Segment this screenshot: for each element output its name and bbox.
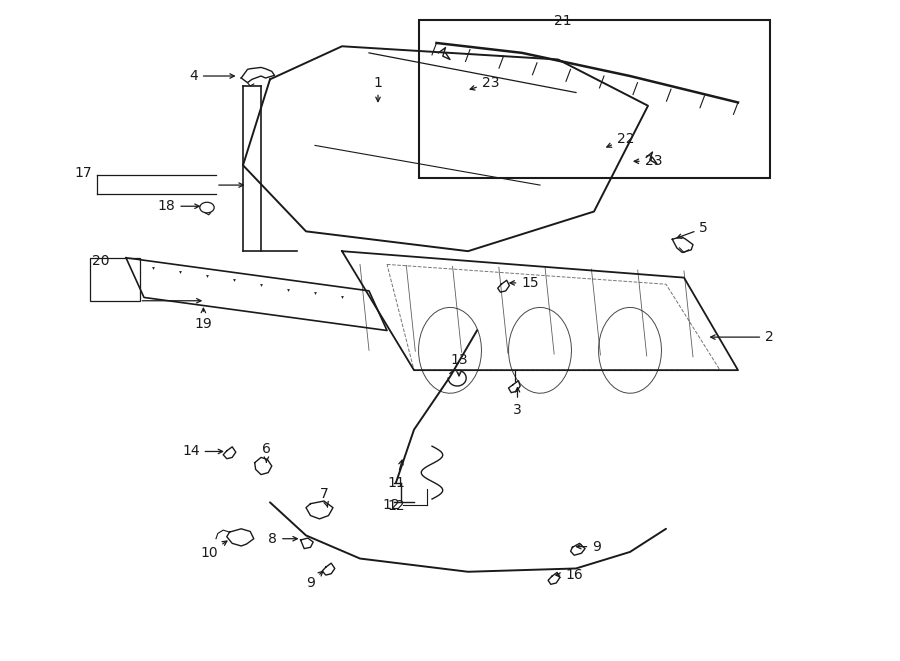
Text: 8: 8 — [268, 531, 297, 546]
Text: 22: 22 — [607, 132, 634, 147]
Text: 14: 14 — [182, 444, 222, 459]
Text: 12: 12 — [387, 498, 405, 513]
Text: 9: 9 — [577, 539, 601, 554]
Text: 1: 1 — [374, 75, 382, 102]
Text: 2: 2 — [711, 330, 774, 344]
Text: 15: 15 — [510, 276, 539, 290]
Text: 3: 3 — [513, 387, 522, 417]
Text: 10: 10 — [200, 541, 227, 561]
Text: 13: 13 — [450, 353, 468, 376]
Text: 20: 20 — [92, 254, 110, 268]
Text: 23: 23 — [470, 75, 500, 90]
Text: 9: 9 — [306, 571, 323, 590]
Text: 17: 17 — [75, 166, 93, 180]
Bar — [90, 258, 140, 301]
Text: 19: 19 — [194, 308, 212, 331]
Text: 23: 23 — [634, 154, 662, 169]
Bar — [418, 20, 770, 178]
Text: 4: 4 — [189, 69, 234, 83]
Text: 12: 12 — [382, 498, 400, 512]
Text: 11: 11 — [387, 460, 405, 490]
Text: 6: 6 — [262, 442, 271, 462]
Text: 18: 18 — [158, 199, 199, 214]
Text: 21: 21 — [554, 14, 572, 28]
Text: 16: 16 — [556, 568, 583, 582]
Text: 7: 7 — [320, 487, 328, 507]
Text: 5: 5 — [677, 221, 708, 239]
